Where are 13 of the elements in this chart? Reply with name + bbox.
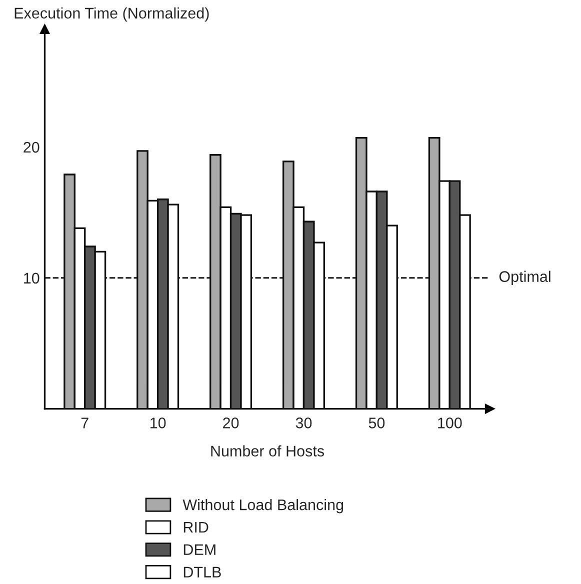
- legend-label: Without Load Balancing: [182, 499, 344, 514]
- x-tick-label: 10: [150, 418, 166, 428]
- x-tick-label: 30: [296, 418, 312, 428]
- ref-line-label: Optimal: [499, 270, 550, 286]
- x-tick-label: 50: [368, 418, 385, 428]
- x-tick-label: 20: [223, 418, 239, 428]
- x-axis-title: Number of Hosts: [211, 445, 324, 456]
- legend-label: DEM: [184, 544, 216, 555]
- x-tick-label: 7: [81, 418, 88, 428]
- legend-label: DTLB: [184, 566, 221, 578]
- y-axis-title: Execution Time (Normalized): [14, 7, 209, 22]
- x-tick-label: 100: [438, 418, 462, 428]
- legend-label: RID: [184, 522, 208, 532]
